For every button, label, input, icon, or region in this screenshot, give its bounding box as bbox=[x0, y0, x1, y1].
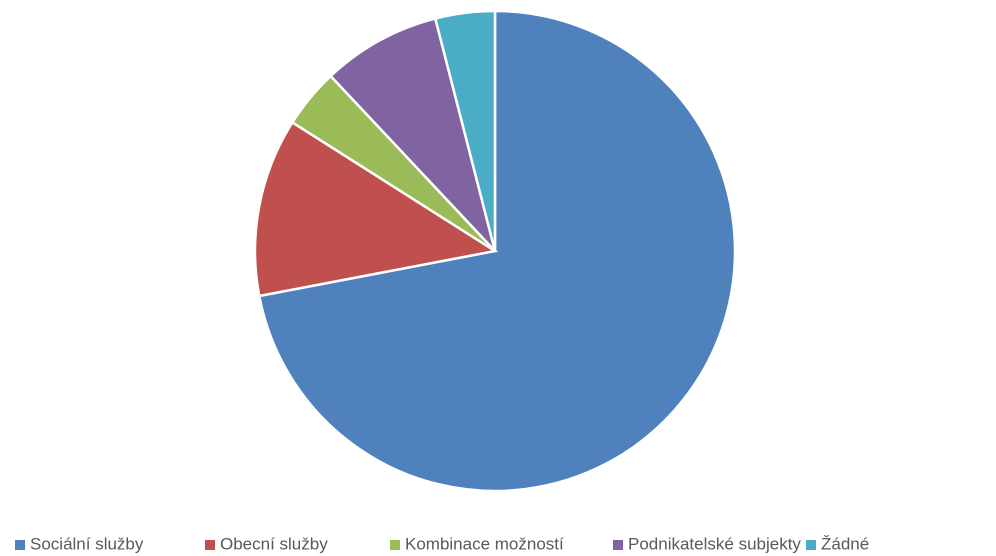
legend-label: Kombinace možností bbox=[405, 534, 564, 553]
legend-marker bbox=[15, 540, 25, 550]
legend-marker bbox=[806, 540, 816, 550]
legend-label: Podnikatelské subjekty bbox=[628, 534, 801, 553]
pie-slice bbox=[328, 17, 497, 252]
legend-marker bbox=[390, 540, 400, 550]
legend-marker bbox=[205, 540, 215, 550]
legend-marker bbox=[613, 540, 623, 550]
legend-label: Sociální služby bbox=[30, 534, 144, 553]
legend-label: Žádné bbox=[821, 534, 869, 553]
pie-slice bbox=[253, 120, 499, 298]
legend-label: Obecní služby bbox=[220, 534, 328, 553]
pie-slice bbox=[433, 9, 497, 252]
